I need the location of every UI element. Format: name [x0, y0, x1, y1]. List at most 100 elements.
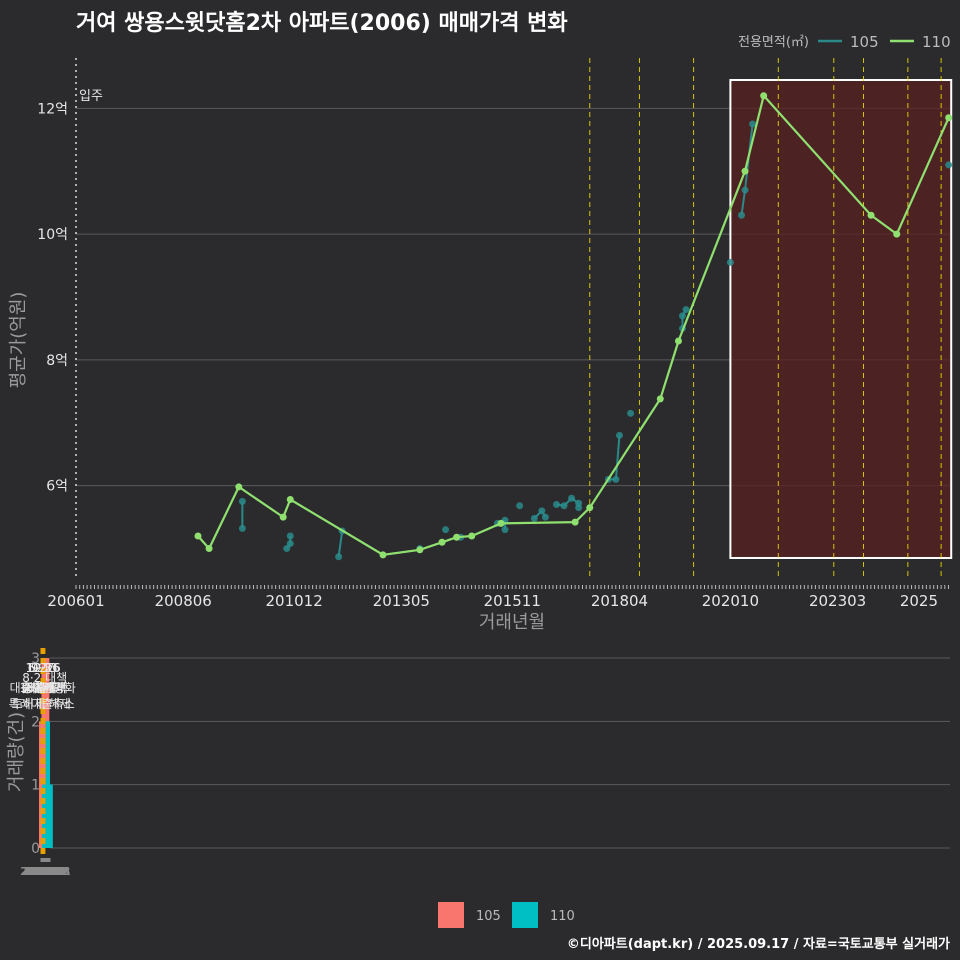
- chart-title: 거여 쌍용스윗닷홈2차 아파트(2006) 매매가격 변화: [76, 11, 568, 36]
- x-tick-label: 202303: [809, 592, 866, 610]
- point-110: [205, 545, 213, 553]
- x-tick-label-bottom: 201408: [25, 865, 67, 878]
- policy-annotation: 9·7: [32, 681, 51, 695]
- y-tick-label: 12억: [37, 101, 68, 117]
- bar-105: [41, 721, 45, 848]
- series-segment-105: [614, 435, 621, 480]
- x-tick-label-bottom: 201305: [26, 865, 68, 878]
- x-tick-label-bottom: 201202: [26, 865, 68, 878]
- point-110: [438, 538, 446, 546]
- point-110: [379, 551, 387, 559]
- y-tick-label-bottom: 1: [31, 778, 40, 794]
- policy-annotation: 1·3: [33, 661, 52, 675]
- policy-annotation: 8·2 대책: [22, 670, 67, 685]
- y-tick-label-bottom: 2: [31, 714, 40, 730]
- footer-credit: ©디아파트(dapt.kr) / 2025.09.17 / 자료=국토교통부 실…: [567, 936, 950, 952]
- point-110: [497, 519, 505, 527]
- legend-110-label: 110: [922, 33, 951, 51]
- point-105: [538, 507, 546, 515]
- legend-105-label: 105: [850, 33, 879, 51]
- point-110: [893, 230, 901, 238]
- x-tick-label-bottom: 200703: [28, 865, 70, 878]
- x-tick-label-bottom: 202406: [21, 865, 63, 878]
- y-tick-label: 6억: [46, 479, 68, 495]
- bar-110: [45, 721, 49, 848]
- point-105: [612, 475, 620, 483]
- price-panel: 6억 8억 10억 12억 입주 200601 200806 201012 201305 2015…: [37, 58, 953, 610]
- point-105: [283, 545, 291, 553]
- x-tick-label-bottom: 202303: [21, 865, 63, 878]
- point-105: [501, 526, 509, 534]
- point-110: [279, 513, 287, 521]
- x-tick-label: 2025: [900, 592, 938, 610]
- y-tick-label-bottom: 0: [31, 841, 40, 857]
- legend-top: 전용면적(㎡) 105 110: [738, 33, 951, 51]
- x-tick-label-bottom: 201701: [24, 865, 66, 878]
- x-tick-label-bottom: 200806: [28, 865, 70, 878]
- point-110: [945, 114, 953, 122]
- point-110: [453, 533, 461, 541]
- point-110: [674, 337, 682, 345]
- point-110: [656, 395, 664, 403]
- point-105: [682, 306, 690, 314]
- x-tick-label: 202010: [702, 592, 759, 610]
- point-105: [530, 514, 538, 522]
- y-tick-label: 10억: [37, 227, 68, 243]
- point-105: [238, 524, 246, 532]
- policy-annotation: 9·13: [31, 661, 58, 675]
- point-105: [442, 526, 450, 534]
- y-axis-label-top: 평균가(억원): [8, 292, 29, 389]
- legend-bottom-110-swatch: [512, 902, 538, 928]
- x-tick-label-bottom: 201511: [25, 865, 67, 878]
- point-110: [235, 483, 243, 491]
- policy-annotation: 대출규제강화: [10, 681, 76, 695]
- x-tick-label: 201012: [265, 592, 322, 610]
- point-105: [238, 497, 246, 505]
- point-110: [867, 211, 875, 219]
- legend-title: 전용면적(㎡): [738, 35, 809, 50]
- point-105: [726, 258, 734, 266]
- x-tick-label: 201305: [373, 592, 430, 610]
- point-105: [678, 312, 686, 320]
- x-tick-label: 200601: [47, 592, 104, 610]
- policy-annotation: 12·16: [26, 661, 60, 675]
- point-110: [468, 532, 476, 540]
- series-segment-105: [337, 530, 344, 557]
- policy-annotation: 종합대책: [22, 680, 66, 695]
- point-105: [286, 540, 294, 548]
- point-105: [335, 553, 343, 561]
- policy-annotation: 토허제 해제: [12, 697, 71, 711]
- policy-annotation: 6·27: [28, 661, 55, 675]
- point-110: [571, 518, 579, 526]
- bar-110: [42, 784, 46, 848]
- y-tick-label: 8억: [46, 353, 68, 369]
- point-110: [286, 495, 294, 503]
- point-105: [560, 502, 568, 510]
- point-105: [516, 502, 524, 510]
- legend-bottom-105-swatch: [438, 902, 464, 928]
- point-105: [627, 409, 635, 417]
- legend-bottom-110-label: 110: [550, 909, 575, 924]
- bar-105: [39, 721, 43, 848]
- legend-bottom: 105 110: [438, 902, 575, 928]
- x-tick-label-bottom: 202509: [20, 865, 62, 878]
- x-axis-label-top: 거래년월: [479, 612, 545, 633]
- point-105: [552, 501, 560, 509]
- point-105: [737, 211, 745, 219]
- x-tick-label: 201511: [484, 592, 541, 610]
- x-tick-label-bottom: 200909: [27, 865, 69, 878]
- point-110: [760, 92, 768, 100]
- point-110: [741, 167, 749, 175]
- x-tick-label-bottom: 202010: [22, 865, 64, 878]
- point-110: [586, 504, 594, 512]
- point-105: [568, 494, 576, 502]
- policy-annotation: 10·26: [26, 661, 60, 675]
- x-tick-label-bottom: 200601: [29, 865, 71, 878]
- point-105: [741, 186, 749, 194]
- series-segment-105: [740, 189, 747, 216]
- x-tick-label-bottom: 201907: [23, 865, 65, 878]
- highlight-box: [729, 79, 953, 559]
- x-tick-label-bottom: 201804: [23, 865, 65, 878]
- point-105: [945, 161, 953, 169]
